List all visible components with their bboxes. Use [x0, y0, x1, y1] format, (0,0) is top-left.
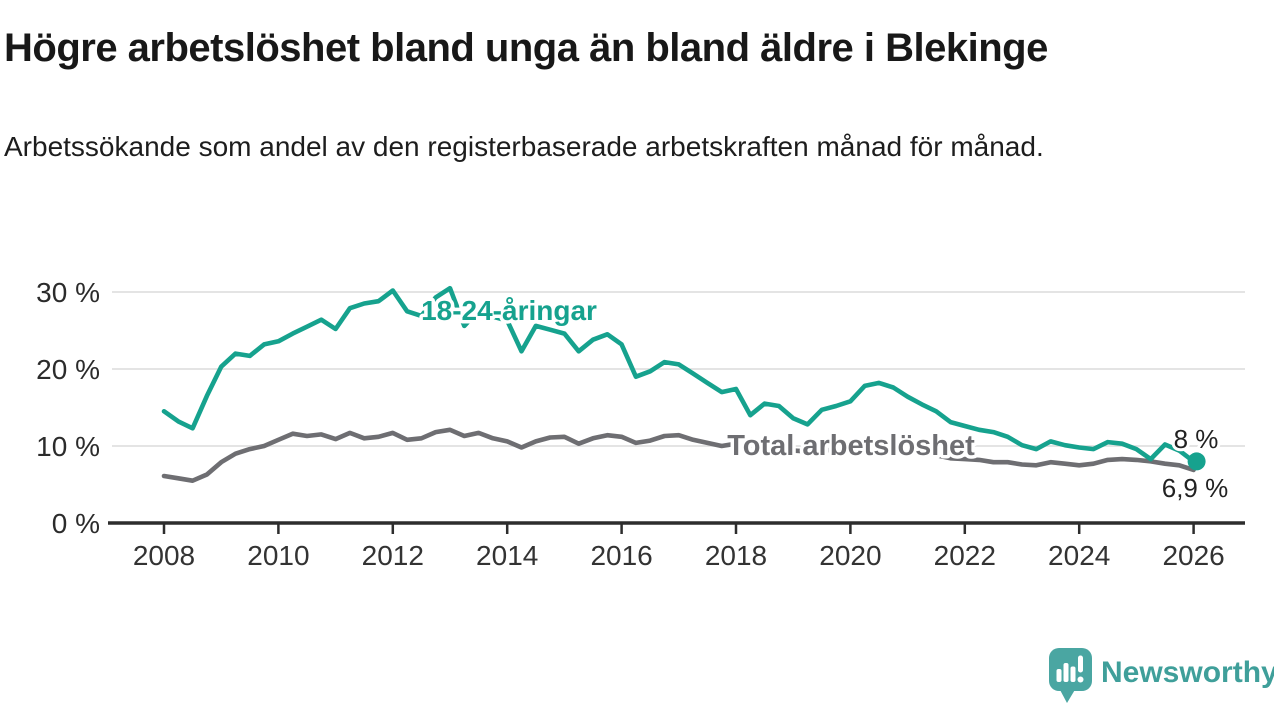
brand-name: Newsworthy [1101, 656, 1274, 689]
series-line-total-arbetslöshet [161, 427, 1196, 483]
chart-subtitle: Arbetssökande som andel av den registerb… [4, 131, 1044, 162]
x-tick-label-2010: 2010 [247, 540, 309, 571]
x-tick-label-2016: 2016 [590, 540, 652, 571]
end-value-label-youth: 8 % [1174, 424, 1219, 454]
newsworthy-logo-icon [1049, 648, 1092, 703]
x-tick-label-2008: 2008 [133, 540, 195, 571]
y-tick-label-20: 20 % [36, 354, 100, 385]
line-chart: 2008 2010 2012 2014 2016 2018 2020 2022 2024 2026… [0, 250, 1280, 590]
x-tick-label-2018: 2018 [705, 540, 767, 571]
chart-title: Högre arbetslöshet bland unga än bland ä… [4, 26, 1048, 70]
x-tick-label-2022: 2022 [934, 540, 996, 571]
x-tick-label-2020: 2020 [819, 540, 881, 571]
end-value-label-total: 6,9 % [1162, 473, 1229, 503]
y-tick-label-10: 10 % [36, 431, 100, 462]
series-label-18-24-åringar: 18-24-åringar [421, 295, 597, 326]
x-tick-label-2012: 2012 [362, 540, 424, 571]
chart-canvas: 2008 2010 2012 2014 2016 2018 2020 2022 2024 2026… [36, 277, 1245, 571]
x-tick-label-2024: 2024 [1048, 540, 1110, 571]
series-end-dot [1187, 452, 1206, 471]
series-label-total-arbetslöshet: Total arbetslöshet [727, 430, 975, 462]
series-line-18-24-åringar [161, 285, 1196, 464]
brand-footer: Newsworthy [1042, 643, 1278, 705]
y-tick-label-0: 0 % [52, 508, 100, 539]
x-tick-label-2014: 2014 [476, 540, 538, 571]
x-tick-label-2026: 2026 [1162, 540, 1224, 571]
y-tick-label-30: 30 % [36, 277, 100, 308]
